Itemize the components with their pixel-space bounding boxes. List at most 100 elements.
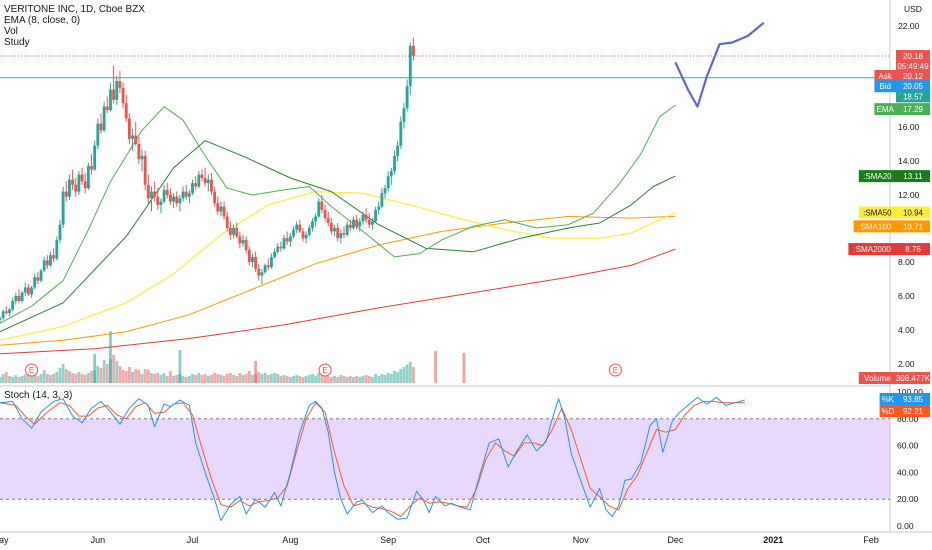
candle-body [55,239,59,259]
volume-bar [339,375,343,383]
candle-body [364,214,368,220]
candle-body [210,179,213,192]
volume-bar [279,376,283,383]
candle-body [222,206,226,217]
candle-body [370,221,374,225]
vol-legend[interactable]: Vol [4,26,18,37]
candle [314,213,318,227]
candle [266,258,270,271]
volume-bar [389,374,393,383]
candle [345,221,349,237]
candle-body [405,86,409,109]
candle-body [93,145,97,170]
volume-bar [386,373,390,383]
candle [396,140,400,161]
volume-bar [361,376,365,383]
candle [355,214,359,230]
candle-body [238,236,242,244]
candle-body [251,256,254,262]
candle [0,316,2,324]
volume-bar [118,366,122,383]
candle-body [320,201,324,210]
axis-badge-text: 20.18 [903,52,924,61]
candle [127,113,131,144]
axis-badge-bg [896,50,930,63]
candle [1,309,5,320]
candle-body [216,203,220,212]
volume-bar [30,373,33,383]
candle [247,246,251,266]
volume-bar [184,377,188,383]
volume-bar [80,374,84,383]
candle-body [74,184,78,192]
volume-bar [36,376,40,383]
candle [68,174,71,200]
candle-body [178,198,182,204]
volume-bar [140,374,144,383]
candle [311,218,314,232]
candle [386,171,390,192]
volume-bar [23,374,27,383]
candle-body [393,155,396,172]
candle-body [200,174,204,178]
candle-body [1,311,5,319]
candle-body [115,81,119,100]
volume-bar [71,373,75,383]
candle [118,70,122,93]
candle-body [23,287,27,293]
earnings-marker [318,363,332,377]
candle [333,224,336,237]
volume-bar [112,355,116,383]
candle [412,37,415,61]
earnings-marker [25,363,39,377]
candle [23,282,27,296]
volume-bar [93,354,97,383]
candle-body [380,193,384,207]
volume-bar [181,376,185,383]
volume-bar [124,371,128,383]
symbol-title[interactable]: VERITONE INC, 1D, Cboe BZX [4,4,145,15]
study-legend[interactable]: Study [4,37,30,48]
candle-body [317,201,321,217]
candle [200,169,204,182]
axis-badge-value-bg [896,103,930,116]
candle-body [408,45,412,87]
volume-bar [216,374,220,383]
candle [292,226,295,239]
volume-bar [320,374,324,383]
volume-bar [86,373,90,383]
stoch-legend[interactable]: Stoch (14, 3, 3) [4,390,73,401]
volume-bar [115,361,119,383]
volume-bar [412,367,415,383]
candle-body [45,260,49,266]
candle [14,292,18,305]
candle [298,219,302,234]
candle-body [49,255,52,266]
volume-bar [235,376,239,383]
candle-body [86,166,90,189]
axis-badge-value: 8.76 [905,245,921,254]
stoch-axis-tick: 80.00 [897,414,919,424]
candle-body [352,219,355,228]
volume-bar [162,373,166,383]
axis-badge-value: 10.94 [903,208,924,217]
candle-body [194,183,198,187]
candle [159,198,163,214]
candle-body [377,206,381,210]
volume-bar [137,370,141,383]
candle-body [260,272,264,276]
candle [329,218,333,235]
volume-bar [399,369,403,383]
candle-body [228,228,232,235]
candle [165,183,169,199]
volume-bar [298,376,302,383]
candle-body [52,255,56,259]
axis-badge-label: :SMA2000 [854,245,892,254]
ema-legend[interactable]: EMA (8, close, 0) [4,15,81,26]
candle-body [30,287,33,295]
candle-body [301,231,305,239]
candle-body [165,189,169,195]
volume-bar [134,369,138,383]
